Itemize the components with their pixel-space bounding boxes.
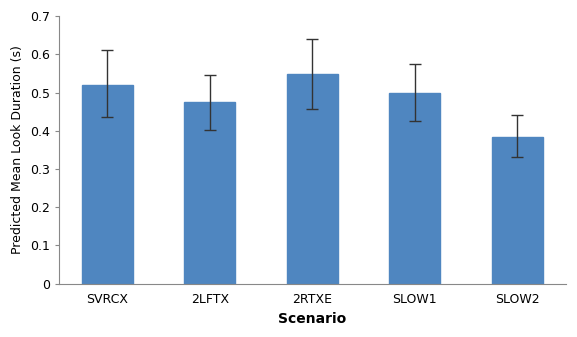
Y-axis label: Predicted Mean Look Duration (s): Predicted Mean Look Duration (s) bbox=[11, 45, 24, 254]
Bar bbox=[492, 137, 543, 284]
Bar bbox=[287, 74, 338, 284]
Bar bbox=[389, 93, 440, 284]
Bar bbox=[184, 102, 235, 284]
Bar bbox=[82, 85, 133, 284]
X-axis label: Scenario: Scenario bbox=[278, 312, 346, 326]
